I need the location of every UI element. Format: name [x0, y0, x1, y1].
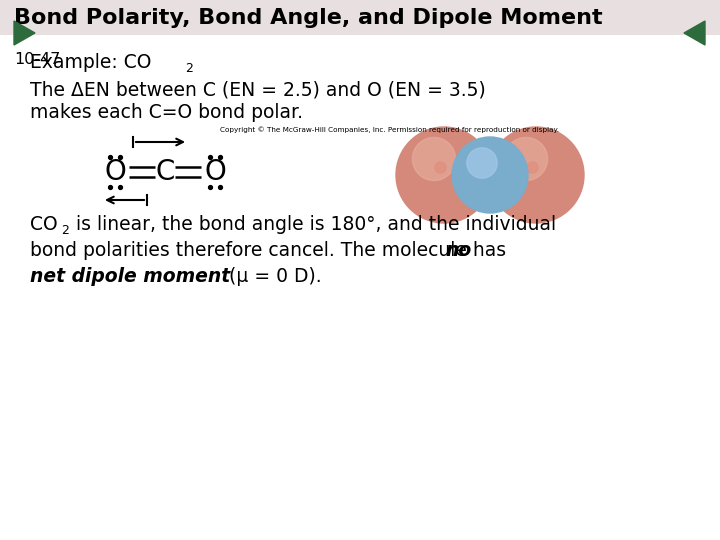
- Text: Copyright © The McGraw-Hill Companies, Inc. Permission required for reproduction: Copyright © The McGraw-Hill Companies, I…: [220, 127, 559, 133]
- Text: no: no: [445, 241, 472, 260]
- Text: C: C: [156, 158, 175, 186]
- Text: is linear, the bond angle is 180°, and the individual: is linear, the bond angle is 180°, and t…: [70, 215, 556, 234]
- Circle shape: [452, 137, 528, 213]
- Text: Example: CO: Example: CO: [30, 52, 151, 71]
- Text: (μ = 0 D).: (μ = 0 D).: [223, 267, 322, 287]
- Text: 2: 2: [185, 62, 193, 75]
- Text: O: O: [104, 158, 126, 186]
- Polygon shape: [14, 21, 35, 45]
- Text: CO: CO: [30, 215, 58, 234]
- Circle shape: [488, 127, 584, 223]
- Circle shape: [467, 148, 498, 178]
- Text: bond polarities therefore cancel. The molecule has: bond polarities therefore cancel. The mo…: [30, 241, 512, 260]
- Circle shape: [413, 137, 456, 180]
- FancyBboxPatch shape: [0, 0, 720, 35]
- Circle shape: [396, 127, 492, 223]
- Text: Bond Polarity, Bond Angle, and Dipole Moment: Bond Polarity, Bond Angle, and Dipole Mo…: [14, 8, 603, 28]
- Text: makes each C=O bond polar.: makes each C=O bond polar.: [30, 103, 303, 122]
- Circle shape: [505, 137, 548, 180]
- Text: 2: 2: [61, 225, 69, 238]
- Text: net dipole moment: net dipole moment: [30, 267, 230, 287]
- Polygon shape: [684, 21, 705, 45]
- Text: 10-47: 10-47: [14, 52, 60, 68]
- Text: The ΔEN between C (EN = 2.5) and O (EN = 3.5): The ΔEN between C (EN = 2.5) and O (EN =…: [30, 80, 486, 99]
- Text: O: O: [204, 158, 226, 186]
